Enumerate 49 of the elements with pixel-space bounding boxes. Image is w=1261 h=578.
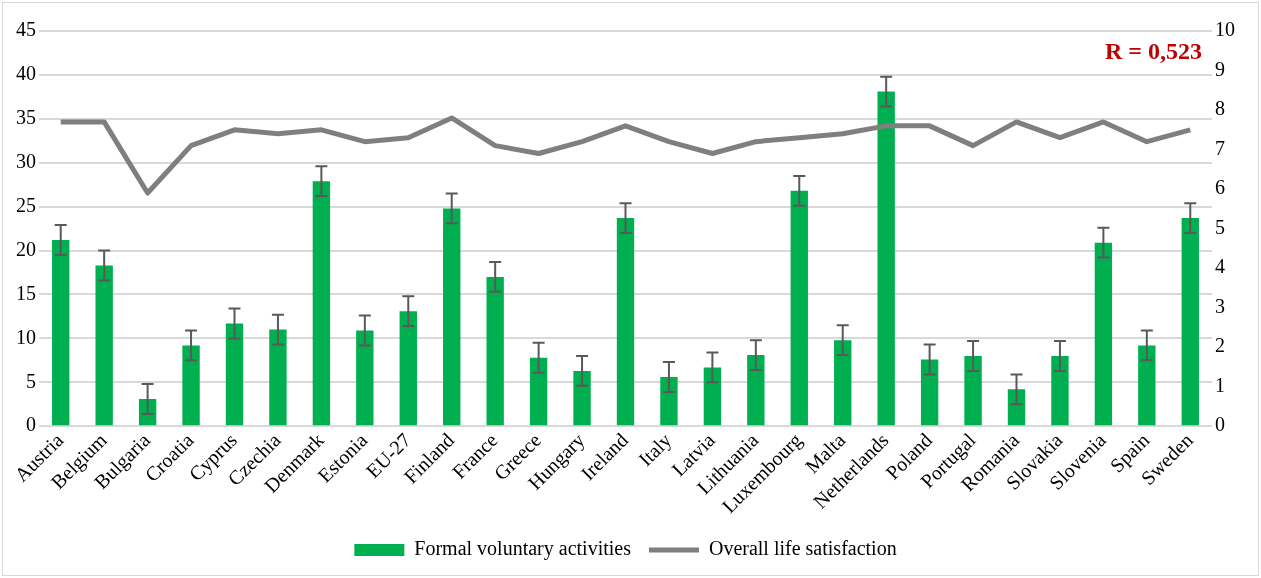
y-tick-label: 20 (16, 237, 36, 260)
bar (790, 190, 808, 426)
y2-tick-label: 9 (1215, 57, 1225, 80)
bar (225, 323, 244, 426)
y-tick-label: 15 (16, 281, 36, 304)
bar (1094, 242, 1113, 426)
bar (52, 240, 70, 426)
y2-tick-label: 8 (1215, 97, 1225, 120)
bar (182, 345, 200, 426)
bar (95, 265, 113, 426)
bar (703, 367, 722, 426)
annotation: R = 0,523 (1104, 38, 1202, 65)
bar (1138, 345, 1156, 426)
y2-tick-label: 10 (1215, 18, 1235, 41)
y-tick-label: 30 (16, 149, 36, 172)
legend-label: Formal voluntary activities (414, 537, 632, 561)
bar (747, 355, 765, 426)
bar (529, 357, 548, 426)
y2-tick-label: 2 (1215, 334, 1225, 357)
y2-tick-label: 0 (1215, 413, 1225, 436)
bar (1181, 218, 1199, 426)
bar (269, 329, 287, 426)
bar (616, 218, 635, 426)
y2-tick-label: 6 (1215, 176, 1225, 199)
y-tick-label: 5 (26, 369, 36, 392)
bar (312, 181, 331, 426)
bar (1051, 355, 1069, 426)
y-tick-label: 45 (16, 18, 36, 41)
y2-tick-label: 5 (1215, 215, 1225, 238)
y-tick-label: 0 (26, 413, 36, 436)
y-tick-label: 35 (16, 106, 36, 129)
y2-tick-label: 4 (1215, 255, 1225, 278)
bar (834, 340, 852, 426)
bar (964, 355, 982, 426)
y-tick-label: 25 (16, 193, 36, 216)
bar (573, 370, 591, 426)
y-tick-label: 40 (16, 62, 36, 85)
bar (443, 208, 461, 426)
y2-tick-label: 1 (1215, 373, 1225, 396)
bar (877, 91, 895, 426)
legend-label: Overall life satisfaction (708, 537, 897, 560)
bar (399, 311, 417, 426)
bar (486, 276, 504, 426)
y2-tick-label: 7 (1215, 136, 1225, 159)
y-tick-label: 10 (16, 325, 36, 348)
y2-tick-label: 3 (1215, 294, 1225, 317)
bar (920, 359, 939, 426)
bar (356, 330, 374, 426)
bar (660, 377, 678, 426)
